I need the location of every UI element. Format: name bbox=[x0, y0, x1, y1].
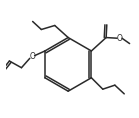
Text: O: O bbox=[117, 34, 122, 43]
Text: O: O bbox=[29, 53, 35, 61]
